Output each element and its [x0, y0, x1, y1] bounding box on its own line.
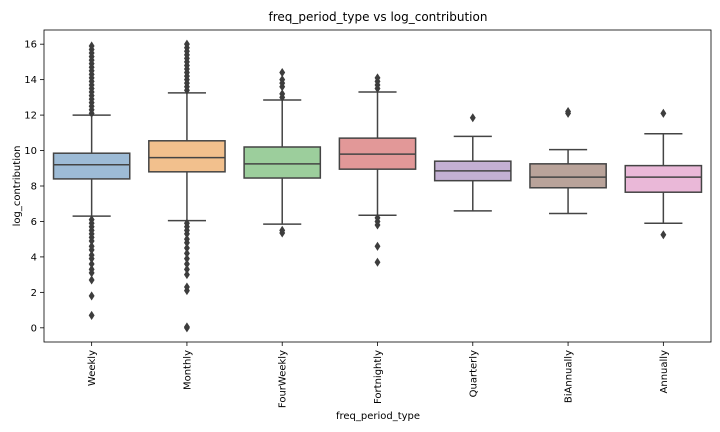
outlier-point — [183, 218, 190, 228]
outlier-point — [88, 291, 95, 301]
outlier-point — [88, 241, 95, 251]
y-tick-label: 4 — [31, 252, 37, 263]
outlier-point — [374, 73, 381, 83]
y-tick-label: 16 — [24, 40, 37, 51]
outlier-point — [88, 250, 95, 260]
box-group — [52, 41, 131, 320]
outlier-point — [565, 106, 572, 117]
outlier-point — [374, 257, 381, 267]
outlier-point — [469, 113, 476, 123]
outlier-point — [183, 243, 190, 253]
y-tick-label: 0 — [31, 323, 37, 334]
outlier-point — [88, 264, 95, 274]
outlier-point — [183, 270, 190, 280]
box-group — [529, 106, 607, 215]
outlier-point — [88, 275, 95, 285]
y-axis: 0 2 4 6 8 10 12 14 16 — [24, 40, 44, 334]
outlier-point — [660, 108, 667, 118]
outlier-point — [88, 215, 95, 225]
outlier-point — [279, 225, 286, 235]
box-iqr — [243, 146, 322, 179]
outlier-point — [374, 241, 381, 251]
outlier-point — [183, 248, 190, 258]
box-group — [433, 113, 512, 212]
outlier-point — [183, 234, 190, 244]
x-axis: Weekly Monthly FourWeekly Fortnightly Quarte… — [87, 342, 670, 408]
chart-title: freq_period_type vs log_contribution — [269, 10, 488, 24]
y-tick-label: 8 — [31, 182, 37, 193]
outlier-point — [183, 282, 190, 292]
outlier-point — [279, 67, 286, 78]
box-iqr — [529, 163, 607, 189]
x-tick-label: Weekly — [87, 350, 98, 386]
outlier-point — [183, 254, 190, 264]
box-group — [148, 39, 226, 333]
outlier-point — [183, 259, 190, 269]
box-group — [338, 73, 417, 267]
box-iqr — [624, 164, 703, 193]
outlier-point — [279, 75, 286, 85]
box-group — [243, 67, 322, 238]
y-tick-label: 12 — [24, 111, 37, 122]
x-tick-label: Annually — [659, 350, 670, 394]
x-tick-label: Fortnightly — [373, 350, 384, 404]
outlier-point — [183, 264, 190, 274]
y-tick-label: 6 — [31, 217, 37, 228]
x-axis-label: freq_period_type — [336, 411, 420, 422]
box-iqr — [52, 152, 131, 180]
y-tick-label: 2 — [31, 288, 37, 299]
outlier-point — [88, 41, 95, 51]
y-tick-label: 10 — [24, 146, 37, 157]
y-tick-label: 14 — [24, 75, 37, 86]
outlier-point — [183, 39, 190, 49]
outlier-point — [88, 310, 95, 320]
box-group — [624, 108, 703, 240]
outlier-point — [374, 213, 381, 223]
y-axis-label: log_contribution — [12, 146, 23, 227]
x-tick-label: BiAnnually — [564, 350, 575, 403]
x-tick-label: Monthly — [182, 350, 193, 390]
x-tick-label: Quarterly — [468, 350, 479, 397]
outlier-point — [279, 89, 286, 99]
outlier-point — [660, 230, 667, 240]
x-tick-label: FourWeekly — [278, 350, 289, 408]
box-series — [52, 39, 703, 333]
box-iqr — [148, 140, 226, 173]
outlier-point — [88, 259, 95, 269]
outlier-point — [183, 322, 190, 332]
